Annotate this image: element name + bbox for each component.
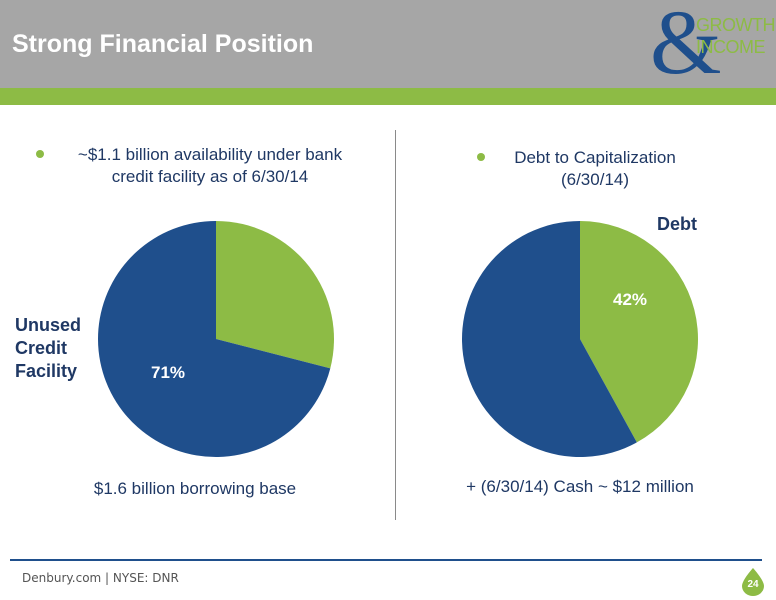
pie-right-outside-label: Debt xyxy=(657,214,697,234)
pie-left-slice-1 xyxy=(98,221,331,457)
right-bullet-line2: (6/30/14) xyxy=(560,170,630,189)
left-bullet-dot xyxy=(36,150,44,158)
left-footnote: $1.6 billion borrowing base xyxy=(93,479,297,498)
right-bullet-dot xyxy=(477,153,485,161)
outside-label-line3: Facility xyxy=(15,361,77,381)
left-bullet-line1: ~$1.1 billion availability under bank xyxy=(77,145,343,164)
footer-rule xyxy=(10,559,762,561)
pie-left-outside-label: Unused Credit Facility xyxy=(15,315,81,381)
pie-left-slice-0 xyxy=(216,221,334,369)
pie-right-slice-1 xyxy=(461,221,637,458)
header-accent-stripe xyxy=(0,88,776,105)
logo-word-income: INCOME xyxy=(696,37,766,57)
pie-chart-credit-facility xyxy=(98,221,334,457)
page-number-drop-icon xyxy=(742,568,764,596)
pie-right-slice-0 xyxy=(580,221,698,443)
left-bullet-line2: credit facility as of 6/30/14 xyxy=(111,167,309,186)
outside-label-line2: Credit xyxy=(15,338,67,358)
right-footnote: + (6/30/14) Cash ~ $12 million xyxy=(466,477,694,496)
pie-left-data-label: 71% xyxy=(151,363,185,382)
right-bullet-line1: Debt to Capitalization xyxy=(514,148,676,167)
page-number: 24 xyxy=(747,579,759,590)
outside-label-line1: Unused xyxy=(15,315,81,335)
footer-site-text: Denbury.com | NYSE: DNR xyxy=(22,571,179,585)
growth-income-logo: & GROWTH INCOME xyxy=(646,0,775,88)
panel-divider xyxy=(395,130,396,520)
pie-right-data-label: 42% xyxy=(613,290,647,309)
header-bar xyxy=(0,0,776,88)
pie-chart-debt-to-capitalization xyxy=(461,221,698,458)
slide-title: Strong Financial Position xyxy=(12,30,314,58)
logo-ampersand: & xyxy=(650,0,722,93)
logo-word-growth: GROWTH xyxy=(696,15,775,35)
